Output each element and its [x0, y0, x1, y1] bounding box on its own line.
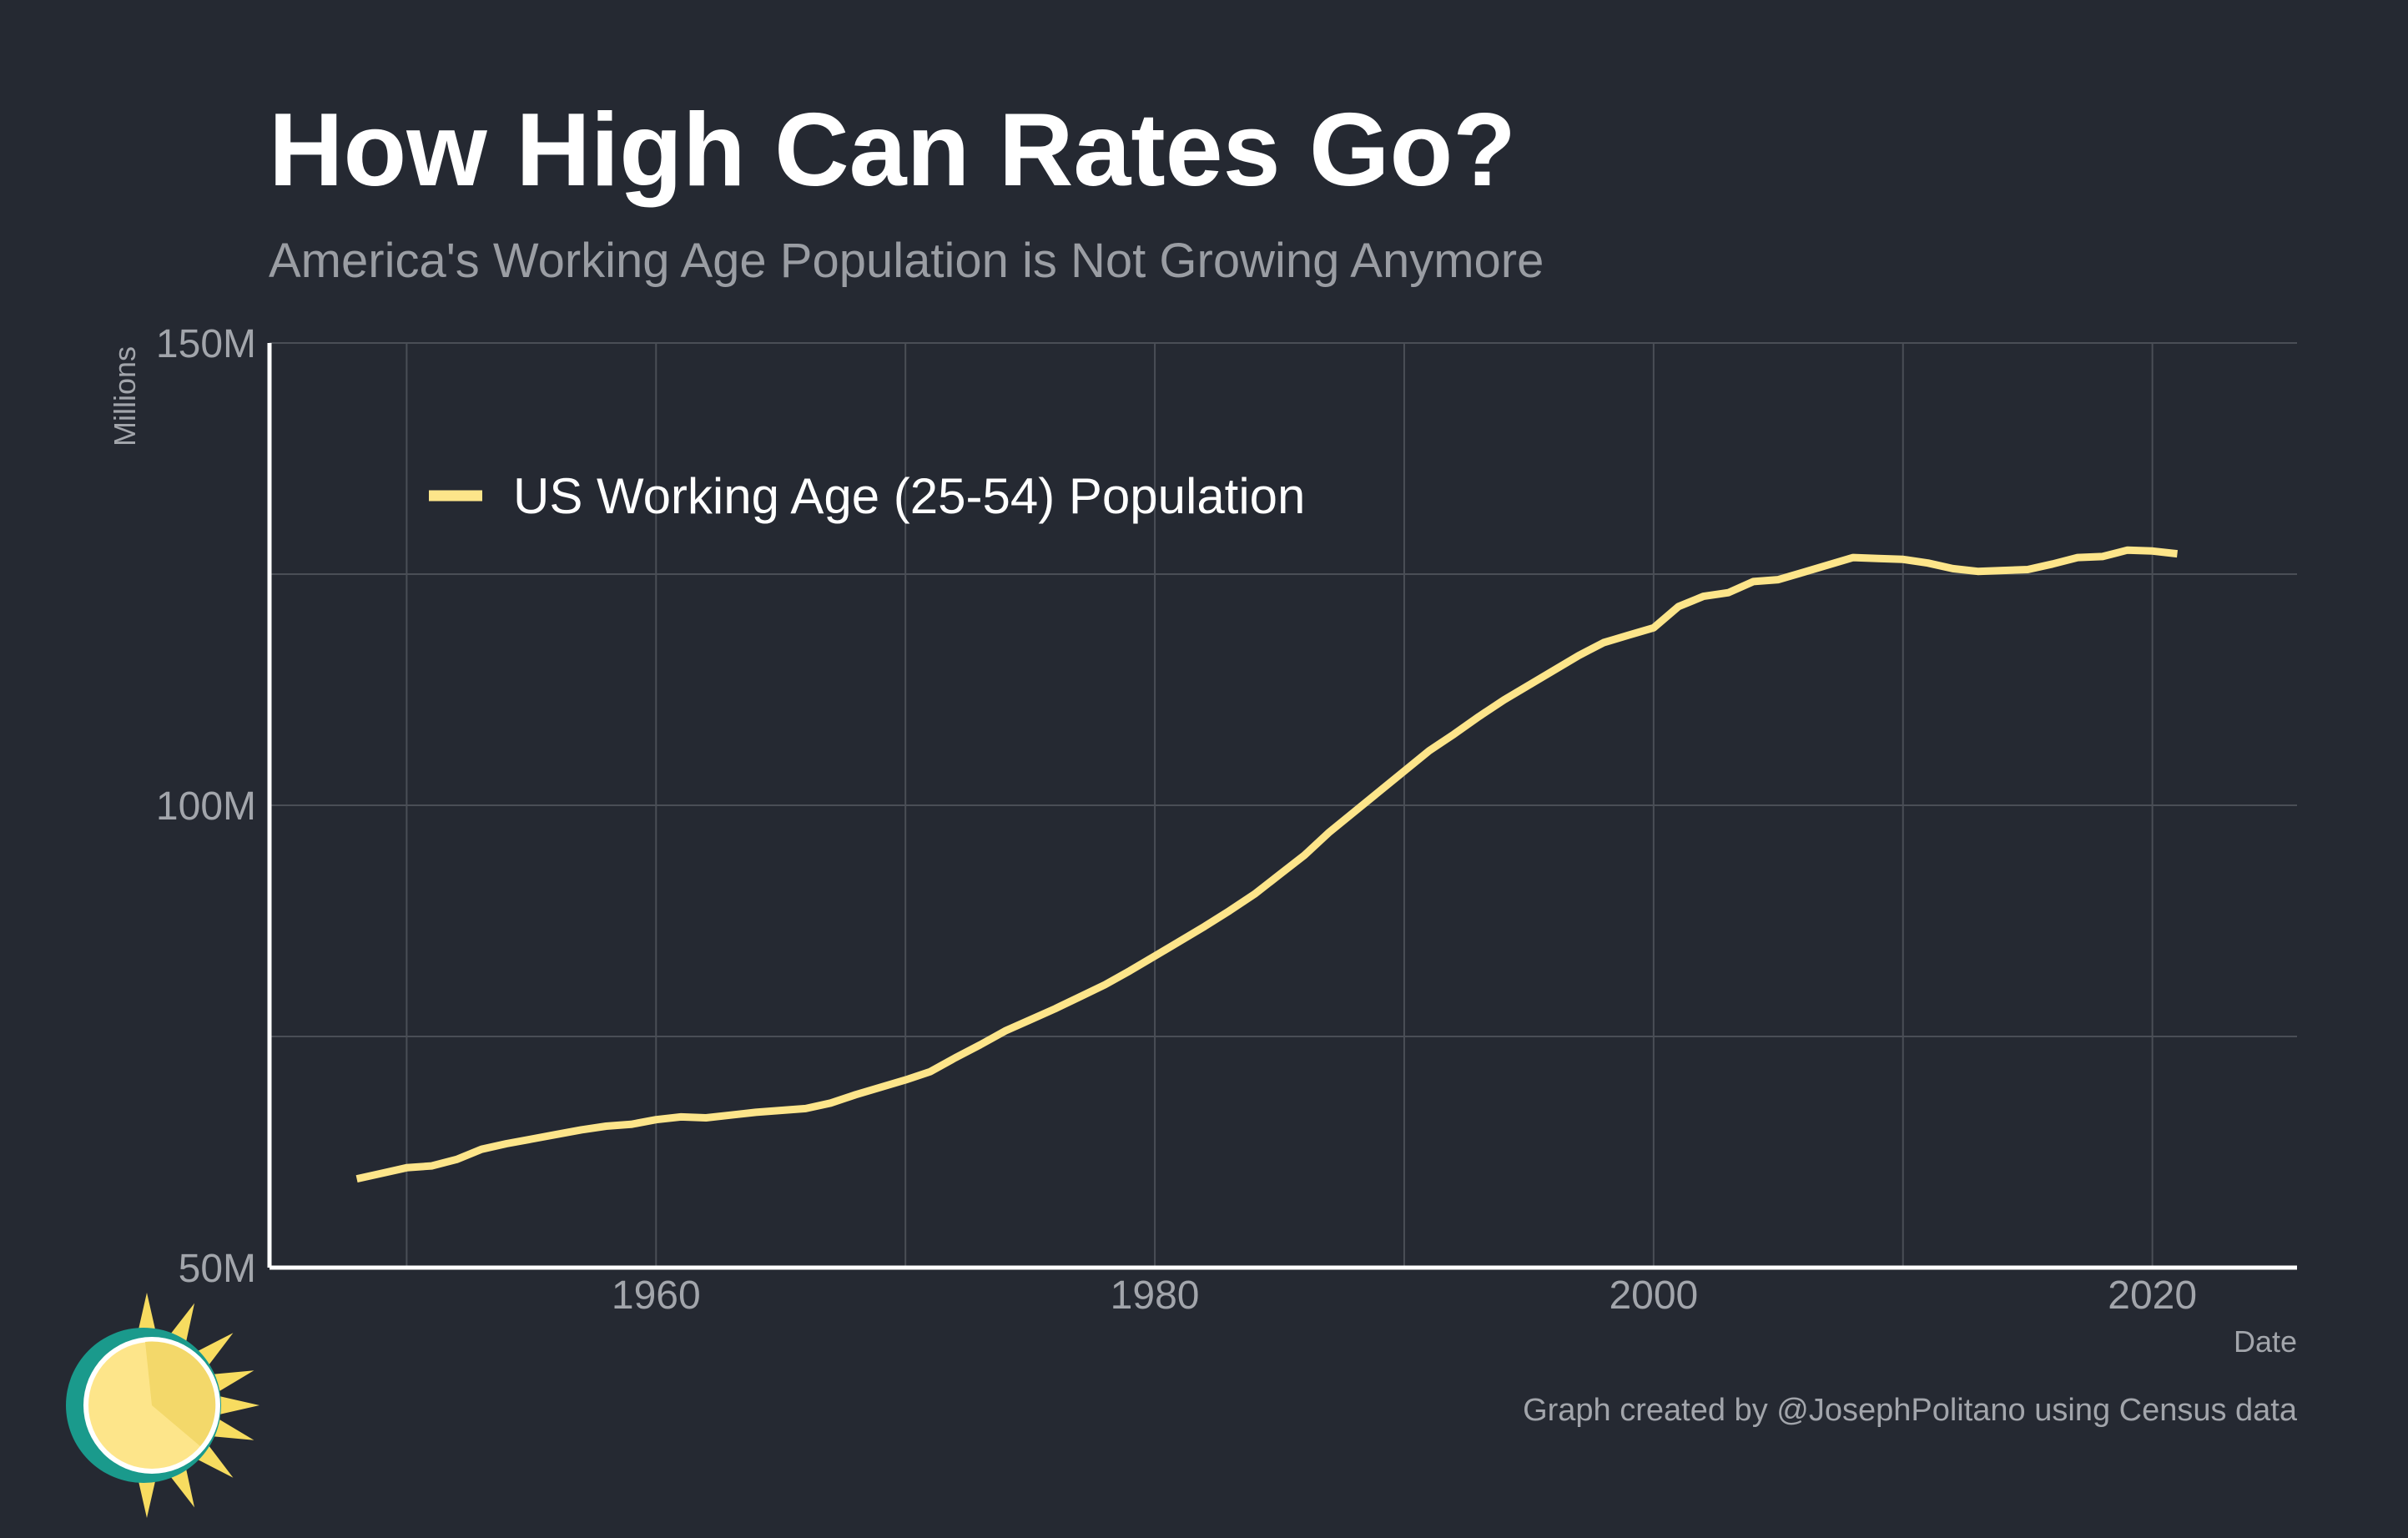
sun-logo-icon: [66, 1293, 259, 1518]
axes: [267, 343, 2297, 1270]
y-tick-label: 150M: [156, 322, 256, 366]
series-layer: [355, 546, 2178, 1182]
tick-labels: 1960 1980 2000 2020 50M 100M 150M: [156, 322, 2197, 1318]
x-tick-label: 1980: [1111, 1273, 1200, 1318]
chart-title: How High Can Rates Go?: [269, 93, 1516, 208]
series-line: [355, 546, 2178, 1182]
sun-logo-shade: [145, 1341, 216, 1446]
sun-ray: [136, 1470, 158, 1518]
sun-ray: [212, 1394, 259, 1416]
y-tick-label: 50M: [179, 1247, 256, 1291]
legend-label: US Working Age (25-54) Population: [513, 468, 1305, 524]
source-caption: Graph created by @JosephPolitano using C…: [1523, 1393, 2298, 1428]
y-axis-title: Millions: [108, 346, 142, 446]
y-tick-label: 100M: [156, 784, 256, 829]
x-tick-label: 2000: [1609, 1273, 1698, 1318]
x-axis-title: Date: [2234, 1324, 2297, 1359]
gridlines: [270, 342, 2297, 1268]
sun-ray: [136, 1293, 158, 1340]
chart-subtitle: America's Working Age Population is Not …: [269, 234, 1544, 288]
x-tick-label: 1960: [612, 1273, 701, 1318]
x-tick-label: 2020: [2108, 1273, 2197, 1318]
legend: US Working Age (25-54) Population: [429, 468, 1305, 524]
